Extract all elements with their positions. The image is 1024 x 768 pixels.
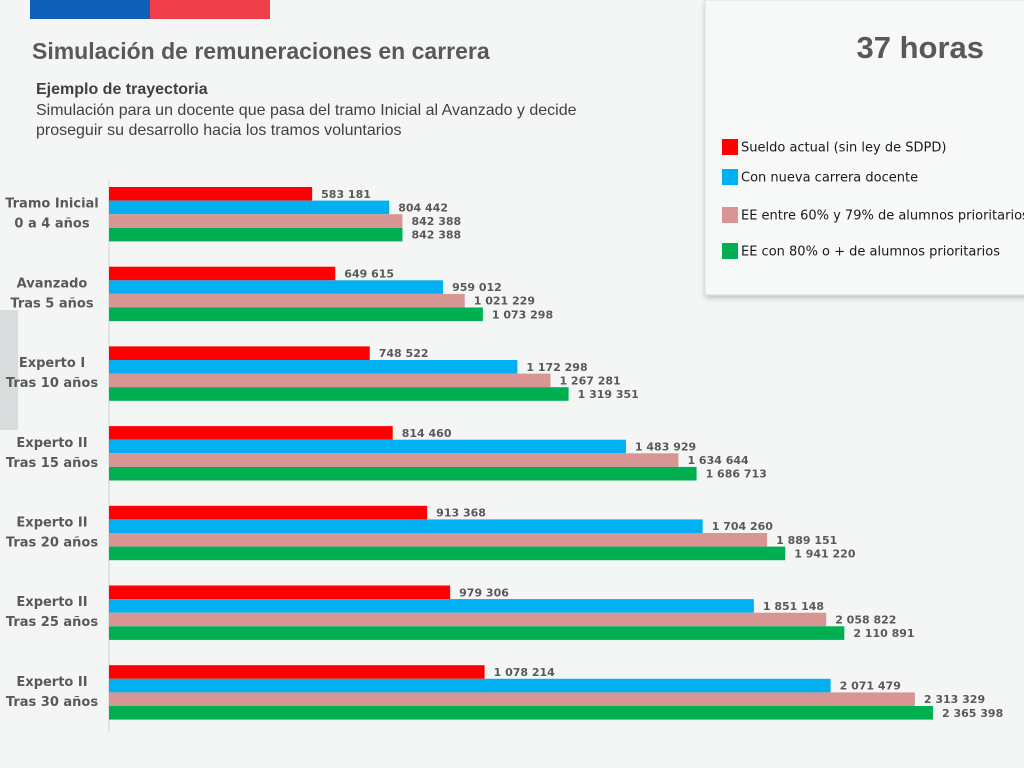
subtitle: Ejemplo de trayectoria xyxy=(36,81,208,98)
legend-panel xyxy=(704,0,1024,296)
value-label: 979 306 xyxy=(459,586,509,599)
bar xyxy=(109,360,518,374)
legend-swatch xyxy=(722,243,738,259)
bar xyxy=(109,346,370,360)
category-label: Tras 30 años xyxy=(6,695,98,710)
category-label: Tras 15 años xyxy=(6,456,98,471)
category-label: Experto II xyxy=(16,516,87,531)
bar xyxy=(109,266,336,281)
bar xyxy=(109,426,393,440)
legend-label: EE entre 60% y 79% de alumnos prioritari… xyxy=(741,209,1024,224)
value-label: 1 686 713 xyxy=(706,468,767,481)
value-label: 1 073 298 xyxy=(492,308,553,321)
bar xyxy=(109,280,444,294)
legend-swatch xyxy=(722,169,738,185)
category-label: Tras 10 años xyxy=(6,376,98,391)
bar xyxy=(109,293,465,308)
value-label: 583 181 xyxy=(321,188,371,201)
value-label: 2 058 822 xyxy=(835,614,896,627)
value-label: 1 889 151 xyxy=(776,534,837,547)
bar xyxy=(109,533,768,547)
category-label: 0 a 4 años xyxy=(14,217,89,232)
bar xyxy=(109,626,845,640)
value-label: 2 110 891 xyxy=(853,627,914,640)
value-label: 1 634 644 xyxy=(687,454,749,467)
value-label: 2 313 329 xyxy=(924,693,985,706)
category-label: Experto II xyxy=(16,675,87,690)
value-label: 1 483 929 xyxy=(635,441,696,454)
bar xyxy=(109,214,403,228)
bar xyxy=(109,599,754,613)
bar xyxy=(109,692,915,706)
value-label: 959 012 xyxy=(452,281,502,294)
bar xyxy=(109,678,831,693)
bar xyxy=(109,519,703,533)
value-label: 1 851 148 xyxy=(763,600,824,613)
value-label: 842 388 xyxy=(411,229,461,242)
value-label: 1 021 229 xyxy=(474,295,535,308)
bar xyxy=(109,373,551,388)
hours-badge: 37 horas xyxy=(856,30,984,65)
side-tab xyxy=(0,310,18,430)
category-label: Tras 5 años xyxy=(10,296,93,311)
value-label: 748 522 xyxy=(379,347,429,360)
bar xyxy=(109,706,933,720)
legend-label: EE con 80% o + de alumnos prioritarios xyxy=(741,245,1000,260)
value-label: 804 442 xyxy=(398,201,448,214)
value-label: 1 267 281 xyxy=(559,374,620,387)
bar xyxy=(109,187,313,201)
bar xyxy=(109,227,403,242)
value-label: 913 368 xyxy=(436,507,486,520)
category-label: Experto I xyxy=(19,356,85,371)
chart-title: Simulación de remuneraciones en carrera xyxy=(32,38,490,64)
value-label: 2 071 479 xyxy=(840,680,901,693)
category-label: Tras 25 años xyxy=(6,615,98,630)
value-label: 1 319 351 xyxy=(578,388,639,401)
category-label: Tras 20 años xyxy=(6,536,98,551)
legend-label: Sueldo actual (sin ley de SDPD) xyxy=(741,141,946,156)
flag-blue xyxy=(30,0,150,19)
legend-label: Con nueva carrera docente xyxy=(741,171,918,186)
value-label: 814 460 xyxy=(402,427,452,440)
category-label: Avanzado xyxy=(17,276,88,291)
value-label: 1 172 298 xyxy=(526,361,587,374)
category-label: Experto II xyxy=(16,436,87,451)
bar xyxy=(109,200,390,215)
bar xyxy=(109,612,827,627)
bar xyxy=(109,585,451,600)
description: Simulación para un docente que pasa del … xyxy=(36,102,577,139)
value-label: 842 388 xyxy=(411,215,461,228)
category-label: Tramo Inicial xyxy=(5,197,99,212)
category-label: Experto II xyxy=(16,595,87,610)
bar xyxy=(109,665,485,679)
value-label: 1 704 260 xyxy=(712,520,774,533)
bar xyxy=(109,387,569,401)
value-label: 2 365 398 xyxy=(942,707,1003,720)
legend-swatch xyxy=(722,207,738,223)
bar xyxy=(109,466,697,481)
bar xyxy=(109,546,786,561)
value-label: 1 941 220 xyxy=(794,547,856,560)
bar xyxy=(109,453,679,467)
legend-swatch xyxy=(722,139,738,155)
bar xyxy=(109,439,626,454)
flag-red xyxy=(150,0,270,19)
value-label: 1 078 214 xyxy=(494,666,556,679)
bar xyxy=(109,505,428,520)
value-label: 649 615 xyxy=(344,268,394,281)
bar xyxy=(109,307,483,322)
